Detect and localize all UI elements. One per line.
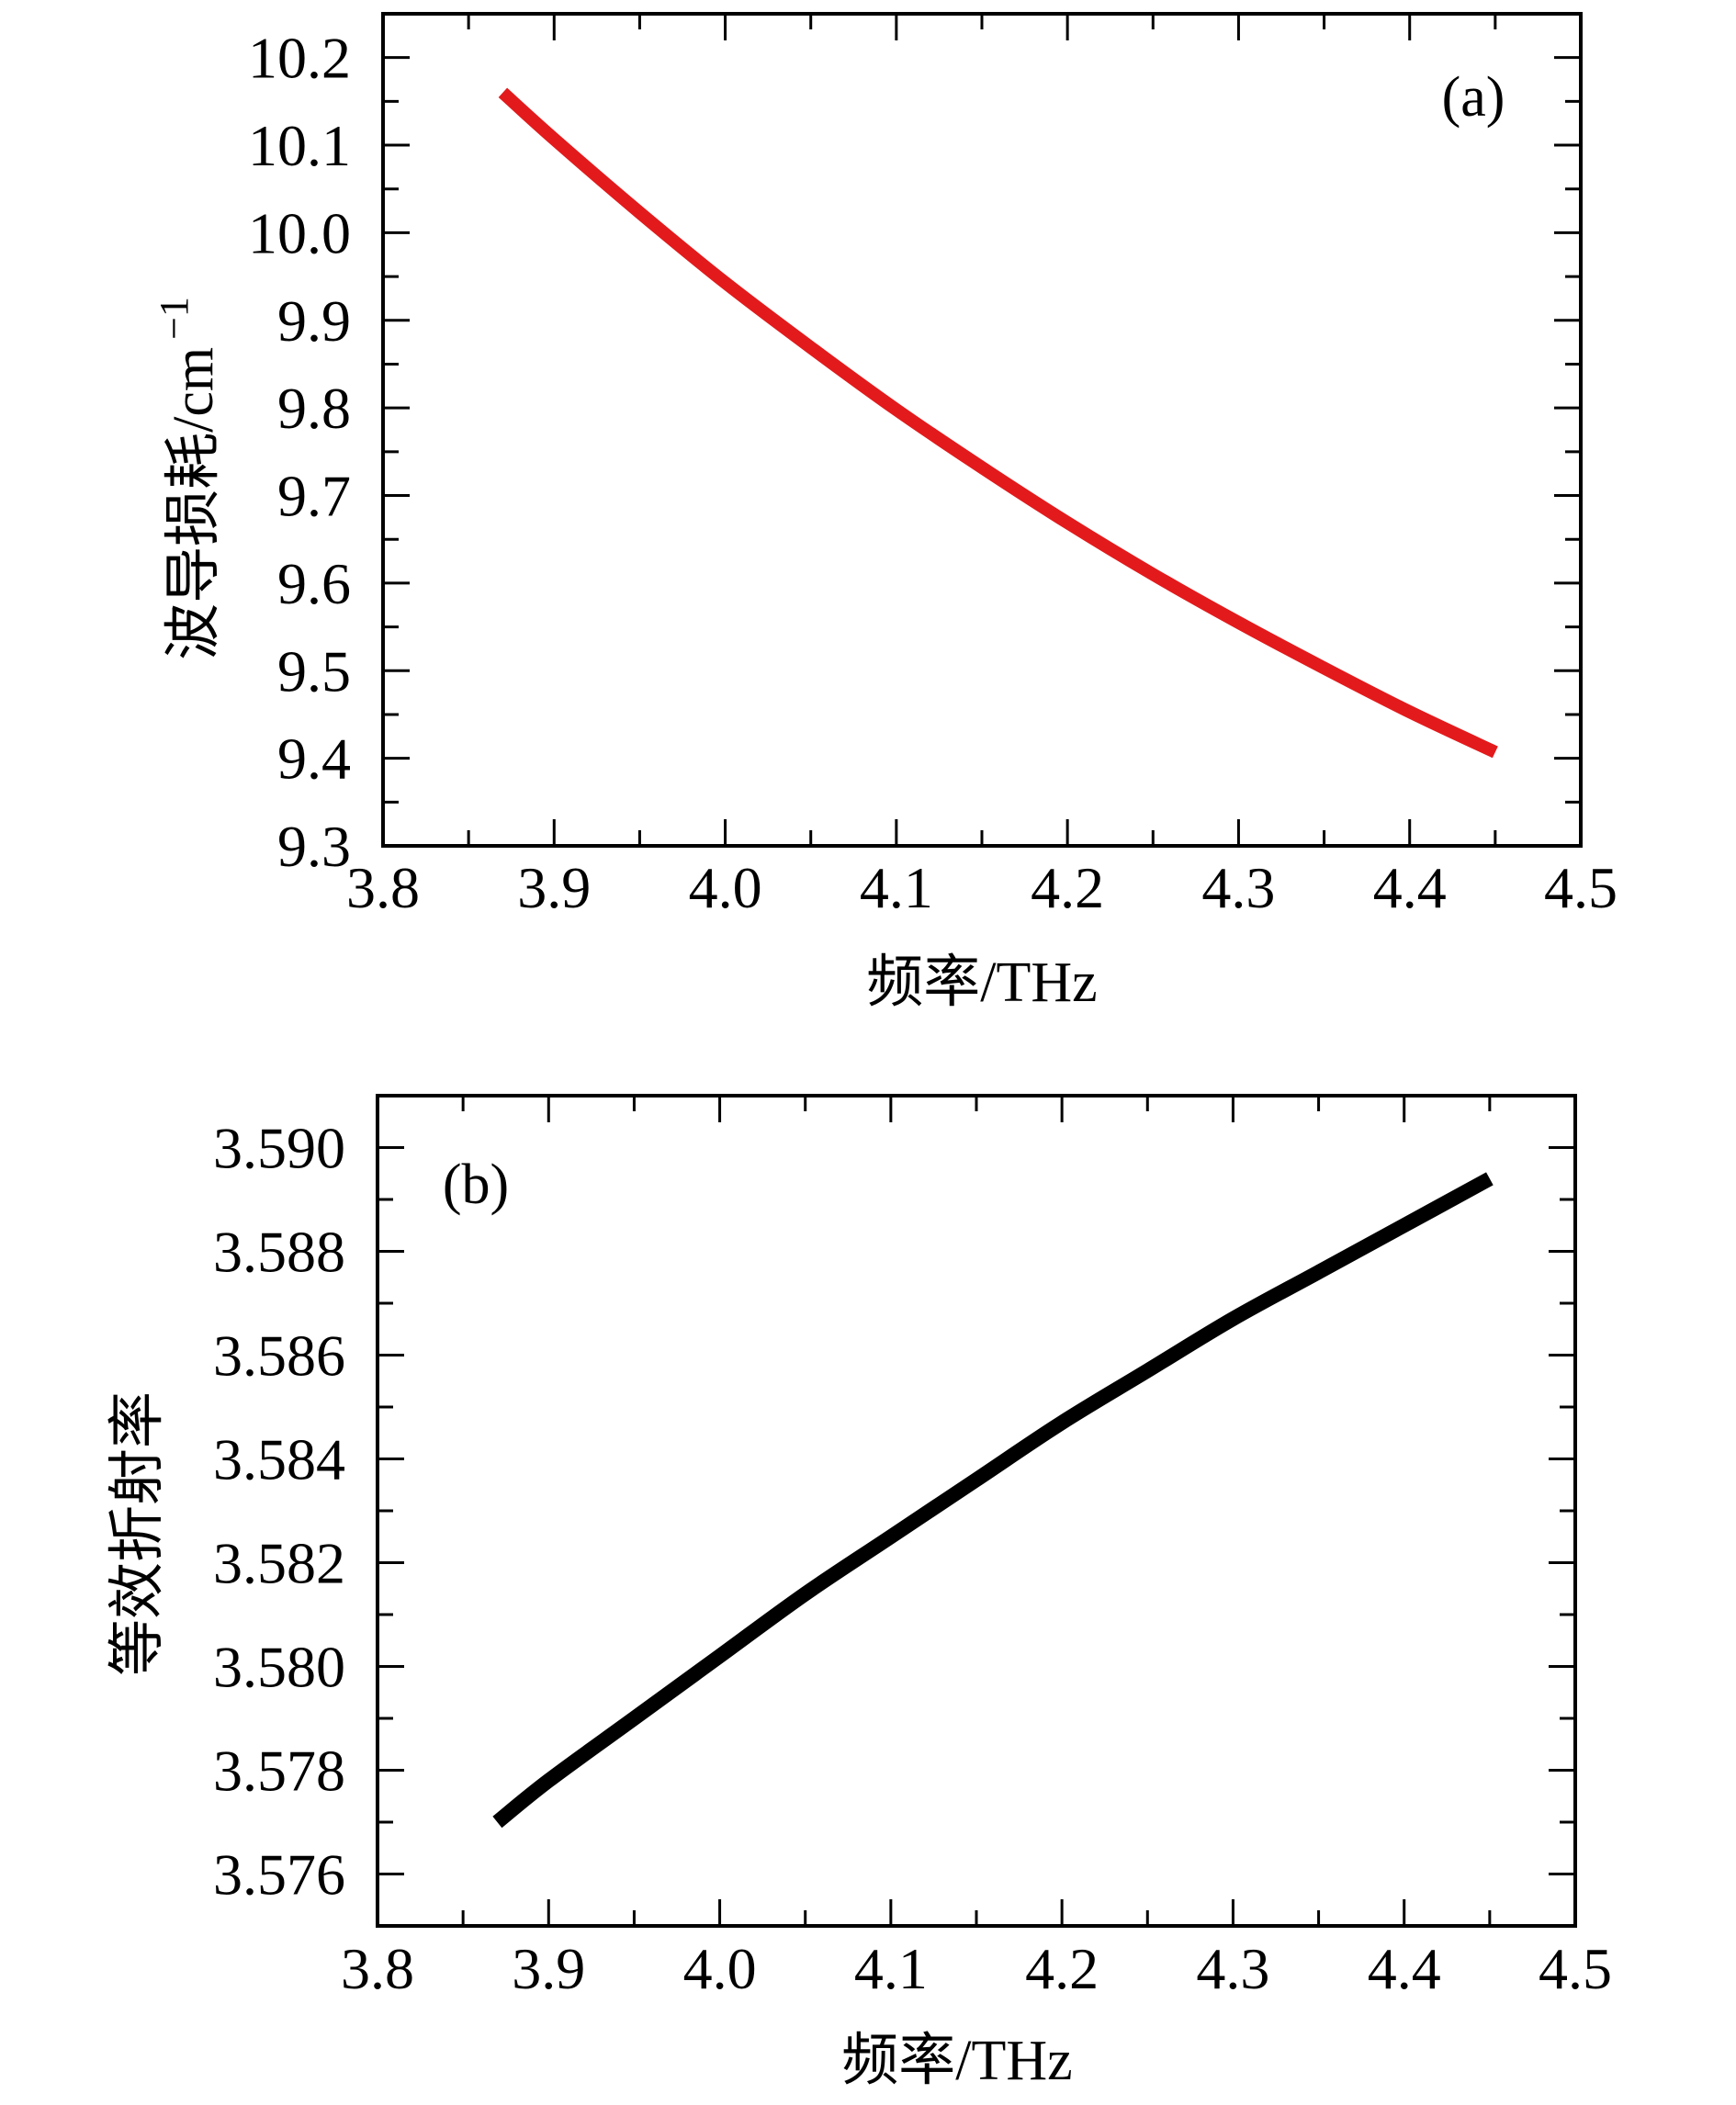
x-tick-label: 4.3 [1201,855,1275,920]
x-tick-label: 3.9 [512,1936,585,2001]
y-tick-label: 3.586 [213,1323,345,1389]
y-tick-label: 9.7 [277,464,351,529]
x-tick-label: 4.5 [1544,855,1618,920]
x-tick-label: 4.5 [1539,1936,1612,2001]
x-tick-label: 4.2 [1025,1936,1099,2001]
y-tick-label: 9.9 [277,288,351,354]
y-tick-label: 9.5 [277,638,351,704]
y-tick-label: 9.6 [277,551,351,616]
x-axis-label: 频率/THz [841,2030,1072,2092]
y-tick-label: 9.3 [277,814,351,879]
y-tick-label: 3.588 [213,1220,345,1285]
plot-frame [376,1094,1577,1928]
y-tick-label: 10.0 [248,200,351,265]
y-axis-label-text: 波导损耗/cm [163,347,225,660]
x-tick-label: 4.1 [860,855,933,920]
x-tick-label: 4.4 [1368,1936,1441,2001]
y-tick-label: 3.580 [213,1635,345,1700]
y-tick-label: 3.584 [213,1427,345,1492]
panel-label: (a) [1442,66,1505,129]
x-tick-label: 3.8 [341,1936,414,2001]
y-tick-label: 3.590 [213,1116,345,1181]
x-tick-label: 4.3 [1196,1936,1269,2001]
series-line [498,87,1498,759]
x-axis-label: 频率/THz [866,951,1097,1014]
chart-panel-b: 3.8 3.9 4.0 4.1 4.2 4.3 4.4 4.5 3.576 3.578 3.580 3… [107,1094,1612,2092]
x-tick-label: 4.1 [854,1936,928,2001]
y-tick-label: 3.576 [213,1842,345,1908]
y-axis-label: 波导损耗/cm −1 [152,297,226,660]
y-tick-label: 9.4 [277,726,351,792]
x-tick-label: 3.8 [346,855,420,920]
y-tick-label: 3.582 [213,1531,345,1596]
x-tick-label: 4.0 [683,1936,757,2001]
series-line [492,1172,1494,1829]
y-axis-label-superscript: −1 [152,297,197,340]
panel-label: (b) [443,1154,509,1216]
chart-panel-a: 3.8 3.9 4.0 4.1 4.2 4.3 4.4 4.5 9.3 9.4 9.5 9.6 9.7 9… [152,12,1618,1014]
x-tick-label: 4.2 [1031,855,1104,920]
x-tick-label: 4.4 [1373,855,1447,920]
y-tick-label: 3.578 [213,1739,345,1804]
y-axis-label: 等效折射率 [107,1391,169,1676]
plot-frame [381,12,1583,848]
y-tick-label: 10.2 [248,26,351,91]
y-tick-label: 10.1 [248,113,351,178]
x-tick-label: 4.0 [689,855,762,920]
y-tick-label: 9.8 [277,376,351,441]
x-tick-label: 3.9 [517,855,591,920]
y-axis-label-text: 等效折射率 [107,1391,169,1676]
